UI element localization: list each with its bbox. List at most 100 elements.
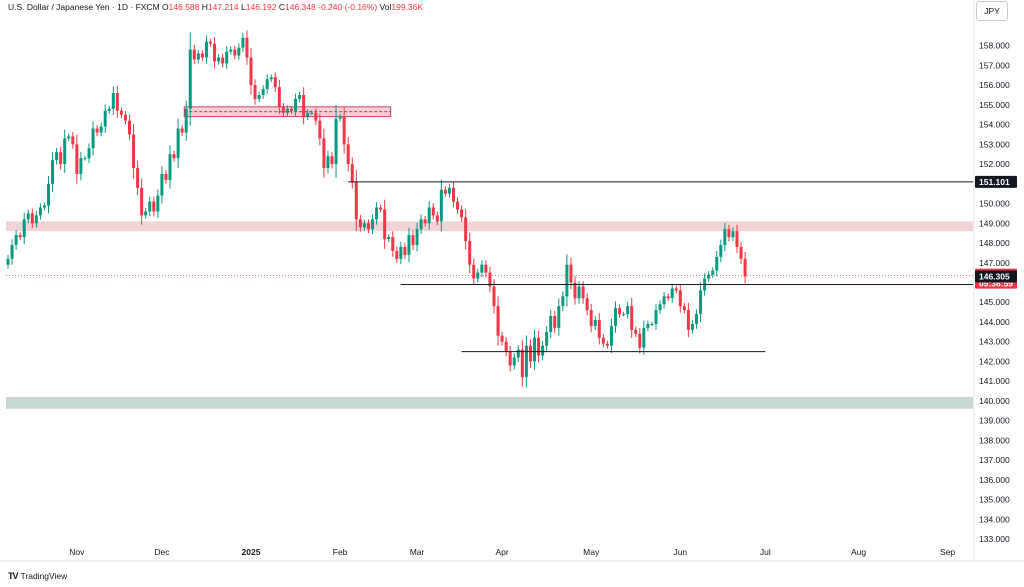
candle-body[interactable] (119, 110, 123, 115)
candle-body[interactable] (573, 282, 577, 299)
candle-body[interactable] (342, 116, 346, 145)
candle-body[interactable] (379, 207, 383, 210)
candle-body[interactable] (67, 136, 71, 139)
candle-body[interactable] (91, 128, 95, 149)
candle-body[interactable] (221, 57, 225, 64)
candle-body[interactable] (431, 207, 435, 216)
candle-body[interactable] (103, 110, 107, 127)
candle-body[interactable] (136, 168, 140, 188)
candle-body[interactable] (148, 201, 152, 212)
candle-body[interactable] (172, 154, 176, 159)
candle-body[interactable] (456, 201, 460, 210)
candle-body[interactable] (719, 245, 723, 257)
candle-body[interactable] (217, 57, 221, 62)
candle-body[interactable] (83, 158, 87, 160)
candle-body[interactable] (565, 264, 569, 297)
candle-body[interactable] (204, 41, 208, 58)
candle-body[interactable] (140, 187, 144, 216)
candle-body[interactable] (488, 272, 492, 287)
candle-body[interactable] (290, 108, 293, 111)
candle-body[interactable] (533, 337, 536, 362)
candle-body[interactable] (520, 349, 524, 378)
zone-1[interactable] (6, 396, 973, 409)
candle-body[interactable] (144, 211, 148, 216)
candle-body[interactable] (334, 118, 338, 165)
candle-body[interactable] (375, 207, 379, 220)
candle-body[interactable] (614, 308, 617, 326)
candle-body[interactable] (707, 274, 711, 279)
candle-body[interactable] (362, 223, 366, 228)
candle-body[interactable] (622, 314, 626, 316)
candle-body[interactable] (682, 306, 686, 311)
candle-body[interactable] (537, 337, 541, 356)
candle-body[interactable] (460, 209, 464, 218)
candle-body[interactable] (605, 343, 609, 346)
candle-body[interactable] (38, 207, 42, 216)
candle-body[interactable] (553, 316, 557, 328)
candle-body[interactable] (528, 345, 532, 362)
candle-body[interactable] (257, 95, 261, 99)
candle-body[interactable] (55, 152, 59, 161)
candle-body[interactable] (699, 290, 703, 315)
candle-body[interactable] (253, 85, 257, 99)
candle-body[interactable] (524, 345, 528, 378)
candle-body[interactable] (447, 187, 451, 194)
candle-body[interactable] (472, 264, 476, 279)
candle-body[interactable] (658, 304, 662, 311)
candle-body[interactable] (51, 160, 55, 184)
candle-body[interactable] (30, 213, 34, 224)
candle-body[interactable] (601, 337, 605, 344)
candle-body[interactable] (22, 219, 26, 238)
candle-body[interactable] (95, 128, 99, 133)
candle-body[interactable] (541, 345, 545, 356)
candle-body[interactable] (160, 173, 164, 196)
candle-body[interactable] (322, 138, 326, 169)
candle-body[interactable] (662, 296, 666, 305)
candle-body[interactable] (609, 325, 613, 346)
candle-body[interactable] (294, 98, 298, 111)
candle-body[interactable] (452, 187, 455, 202)
candle-body[interactable] (273, 77, 277, 88)
candle-body[interactable] (739, 246, 743, 259)
candle-body[interactable] (423, 219, 427, 224)
candle-body[interactable] (261, 89, 265, 95)
candle-body[interactable] (581, 286, 585, 299)
candle-body[interactable] (695, 314, 698, 324)
candle-body[interactable] (249, 57, 253, 86)
candle-body[interactable] (419, 219, 423, 230)
candle-body[interactable] (18, 235, 22, 238)
candle-body[interactable] (168, 154, 172, 180)
zone-0[interactable] (6, 221, 973, 232)
candle-body[interactable] (468, 241, 472, 265)
candle-body[interactable] (213, 43, 217, 62)
candle-body[interactable] (427, 207, 431, 224)
candle-body[interactable] (152, 201, 156, 212)
candle-body[interactable] (561, 296, 565, 307)
candle-body[interactable] (192, 49, 196, 60)
candle-body[interactable] (123, 114, 127, 121)
candle-body[interactable] (164, 173, 168, 180)
candle-body[interactable] (670, 288, 674, 299)
candle-body[interactable] (196, 53, 200, 60)
candle-body[interactable] (302, 95, 306, 117)
candle-body[interactable] (111, 93, 115, 109)
candle-body[interactable] (229, 49, 233, 52)
candle-body[interactable] (298, 95, 302, 99)
candle-body[interactable] (678, 290, 682, 307)
candle-body[interactable] (650, 323, 654, 325)
candle-body[interactable] (225, 51, 229, 64)
candle-body[interactable] (200, 53, 204, 58)
candle-body[interactable] (26, 213, 30, 220)
candle-body[interactable] (618, 308, 622, 315)
candle-body[interactable] (188, 49, 192, 109)
candle-body[interactable] (47, 183, 50, 206)
candle-body[interactable] (654, 310, 658, 324)
candle-body[interactable] (265, 79, 269, 90)
candle-body[interactable] (346, 144, 350, 165)
candle-body[interactable] (439, 189, 443, 222)
candle-body[interactable] (407, 235, 411, 255)
candle-body[interactable] (184, 108, 188, 133)
candle-body[interactable] (686, 310, 690, 330)
candle-body[interactable] (735, 231, 739, 247)
